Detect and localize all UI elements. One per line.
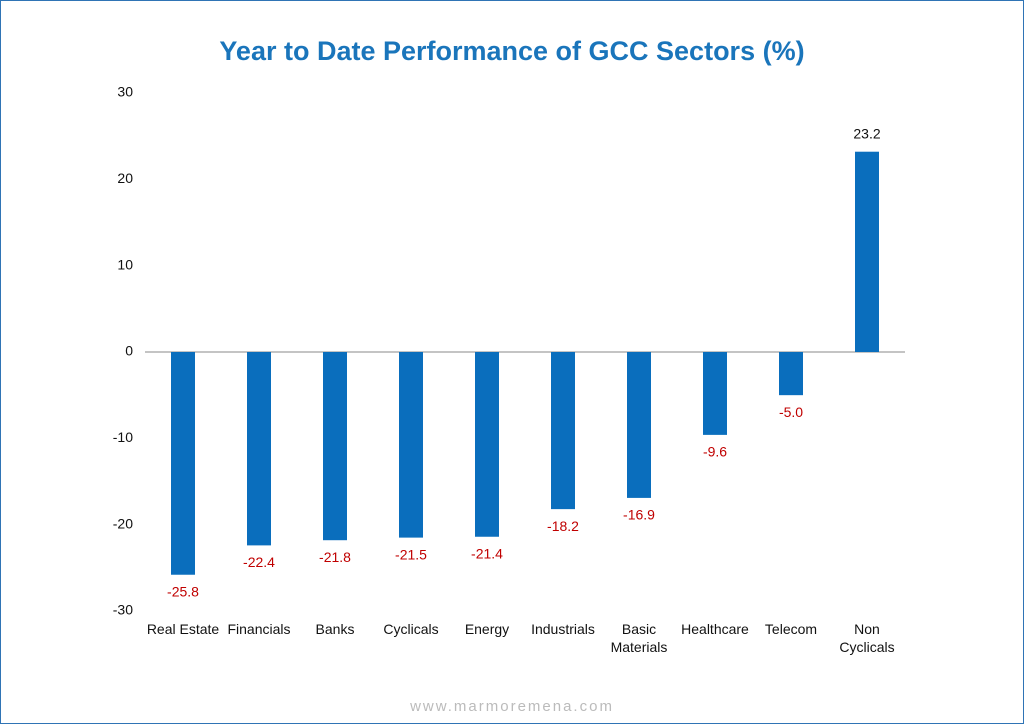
x-tick-label: Non Cyclicals bbox=[839, 621, 894, 655]
value-label: -22.4 bbox=[243, 554, 275, 570]
value-label: -18.2 bbox=[547, 518, 579, 534]
bar bbox=[703, 352, 727, 435]
bar bbox=[399, 352, 423, 538]
x-tick-label: Real Estate bbox=[147, 621, 220, 637]
value-label: -25.8 bbox=[167, 583, 199, 599]
value-label: -9.6 bbox=[703, 444, 727, 460]
y-tick-label: 20 bbox=[117, 170, 133, 186]
value-label: -5.0 bbox=[779, 404, 803, 420]
value-label: 23.2 bbox=[853, 125, 880, 141]
x-tick-label: Telecom bbox=[765, 621, 817, 637]
bar bbox=[247, 352, 271, 546]
y-tick-label: -20 bbox=[113, 515, 133, 531]
footer: www.marmoremena.com bbox=[409, 698, 614, 715]
x-tick-label: Financials bbox=[227, 621, 290, 637]
y-tick-label: 0 bbox=[125, 343, 133, 359]
x-tick-label: Cyclicals bbox=[383, 621, 438, 637]
x-tick-label: Basic Materials bbox=[611, 621, 668, 655]
chart-title: Year to Date Performance of GCC Sectors … bbox=[219, 36, 804, 66]
x-tick-label: Banks bbox=[316, 621, 355, 637]
bar bbox=[855, 151, 879, 352]
bar bbox=[551, 352, 575, 510]
bar bbox=[475, 352, 499, 537]
value-label: -16.9 bbox=[623, 507, 655, 523]
x-tick-label: Healthcare bbox=[681, 621, 749, 637]
bar bbox=[171, 352, 195, 575]
value-label: -21.4 bbox=[471, 545, 503, 561]
y-tick-label: -10 bbox=[113, 429, 133, 445]
bar bbox=[779, 352, 803, 396]
bar bbox=[627, 352, 651, 498]
value-label: -21.5 bbox=[395, 546, 427, 562]
x-tick-label: Energy bbox=[465, 621, 509, 637]
y-tick-label: 10 bbox=[117, 256, 133, 272]
bar bbox=[323, 352, 347, 541]
y-tick-label: -30 bbox=[113, 602, 133, 618]
x-tick-label: Industrials bbox=[531, 621, 595, 637]
y-tick-label: 30 bbox=[117, 84, 133, 100]
value-label: -21.8 bbox=[319, 549, 351, 565]
